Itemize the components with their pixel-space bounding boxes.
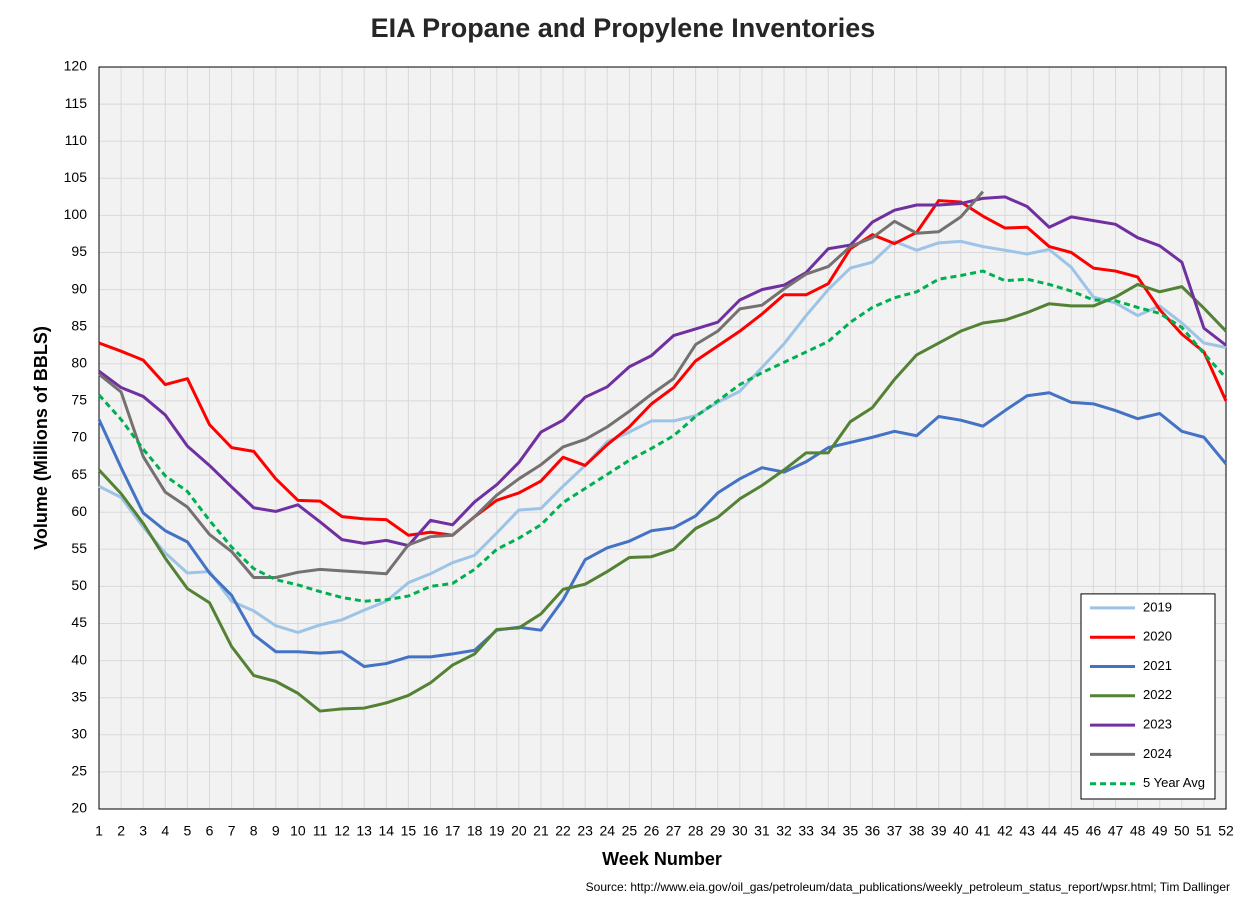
y-tick-label: 115 (65, 95, 88, 111)
legend-label: 2024 (1143, 746, 1172, 761)
x-tick-label: 30 (732, 823, 748, 839)
legend-label: 2022 (1143, 687, 1172, 702)
line-series (98, 239, 1227, 634)
x-tick-label: 34 (820, 823, 836, 839)
legend-label: 2019 (1143, 599, 1172, 614)
x-tick-label: 13 (356, 823, 372, 839)
x-tick-label: 23 (577, 823, 593, 839)
x-tick-label: 42 (997, 823, 1013, 839)
line-series (98, 195, 1227, 548)
x-tick-label: 10 (290, 823, 306, 839)
x-tick-label: 37 (887, 823, 903, 839)
x-tick-label: 3 (139, 823, 147, 839)
plot-border (98, 66, 1227, 810)
x-tick-label: 9 (272, 823, 280, 839)
x-tick-label: 21 (533, 823, 549, 839)
x-tick-label: 49 (1152, 823, 1168, 839)
x-tick-label: 6 (206, 823, 214, 839)
x-axis-label: Week Number (602, 849, 722, 869)
line-series (97, 391, 1228, 669)
legend: 2019 2020 2021 2022 2023 2024 5 Year Avg (1080, 593, 1216, 800)
legend-label: 2023 (1143, 717, 1172, 732)
y-tick-label: 105 (64, 169, 88, 185)
x-tick-label: 12 (334, 823, 350, 839)
x-tick-label: 51 (1196, 823, 1212, 839)
x-tick-label: 44 (1041, 823, 1057, 839)
y-tick-label: 40 (71, 651, 87, 667)
y-tick-label: 25 (71, 763, 87, 779)
x-tick-label: 39 (931, 823, 947, 839)
x-tick-label: 25 (622, 823, 638, 839)
x-tick-label: 35 (843, 823, 859, 839)
x-tick-label: 33 (798, 823, 814, 839)
x-tick-label: 28 (688, 823, 704, 839)
x-tick-label: 29 (710, 823, 726, 839)
x-tick-label: 19 (489, 823, 505, 839)
line-series (97, 269, 1228, 603)
x-tick-label: 26 (644, 823, 660, 839)
y-tick-label: 30 (71, 726, 87, 742)
x-tick-label: 47 (1108, 823, 1124, 839)
y-tick-label: 55 (71, 540, 87, 556)
y-tick-label: 60 (71, 503, 87, 519)
line-series (98, 190, 985, 579)
x-tick-label: 40 (953, 823, 969, 839)
x-tick-label: 38 (909, 823, 925, 839)
x-tick-label: 32 (776, 823, 792, 839)
line-series (98, 199, 1228, 537)
x-tick-label: 20 (511, 823, 527, 839)
y-tick-label: 90 (71, 280, 87, 296)
x-tick-label: 18 (467, 823, 483, 839)
legend-label: 2020 (1143, 629, 1172, 644)
y-tick-label: 65 (71, 466, 87, 482)
y-tick-label: 70 (71, 429, 87, 445)
y-tick-label: 50 (71, 577, 87, 593)
x-tick-label: 15 (401, 823, 417, 839)
y-axis-label: Volume (Millions of BBLS) (31, 326, 51, 550)
line-series (97, 282, 1228, 713)
x-tick-label: 2 (117, 823, 125, 839)
y-tick-label: 110 (65, 132, 88, 148)
x-tick-label: 7 (228, 823, 236, 839)
x-tick-label: 16 (423, 823, 439, 839)
x-tick-label: 1 (95, 823, 103, 839)
y-tick-label: 80 (71, 355, 87, 371)
x-tick-label: 4 (161, 823, 169, 839)
x-tick-label: 48 (1130, 823, 1146, 839)
chart-title: EIA Propane and Propylene Inventories (371, 13, 876, 43)
x-tick-label: 52 (1218, 823, 1234, 839)
y-tick-label: 20 (71, 800, 87, 816)
x-tick-label: 11 (313, 823, 328, 839)
x-tick-label: 50 (1174, 823, 1190, 839)
source-note: Source: http://www.eia.gov/oil_gas/petro… (586, 880, 1230, 894)
x-tick-label: 41 (975, 823, 991, 839)
x-tick-label: 46 (1086, 823, 1102, 839)
x-tick-label: 31 (754, 823, 770, 839)
y-tick-label: 85 (71, 317, 87, 333)
y-tick-label: 45 (71, 614, 87, 630)
x-tick-label: 22 (555, 823, 571, 839)
y-tick-label: 120 (64, 58, 88, 74)
x-tick-label: 17 (445, 823, 461, 839)
legend-label: 5 Year Avg (1143, 775, 1205, 790)
x-tick-label: 45 (1064, 823, 1080, 839)
y-tick-label: 100 (64, 206, 88, 222)
x-tick-label: 27 (666, 823, 682, 839)
y-tick-label: 75 (71, 392, 87, 408)
x-tick-label: 8 (250, 823, 258, 839)
legend-label: 2021 (1143, 658, 1172, 673)
y-tick-label: 35 (71, 688, 87, 704)
x-tick-label: 36 (865, 823, 881, 839)
y-tick-label: 95 (71, 243, 87, 259)
x-tick-label: 5 (183, 823, 191, 839)
x-tick-label: 43 (1019, 823, 1035, 839)
x-tick-label: 14 (378, 823, 394, 839)
x-tick-label: 24 (599, 823, 615, 839)
